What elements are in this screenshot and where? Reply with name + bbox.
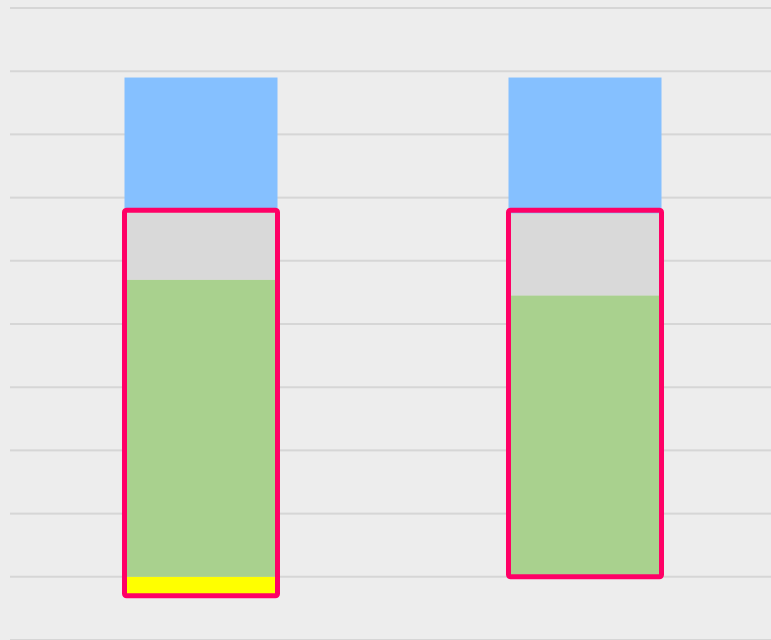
bars bbox=[124, 77, 662, 596]
highlight-outlines bbox=[122, 207, 664, 599]
highlight-outline bbox=[506, 207, 664, 580]
bar-segment bbox=[124, 77, 278, 211]
bar-segment bbox=[124, 210, 278, 280]
bar-segment bbox=[124, 576, 278, 596]
bar-segment bbox=[508, 295, 662, 577]
bar-segment bbox=[124, 279, 278, 577]
bar-segment bbox=[508, 213, 662, 296]
bar-segment bbox=[508, 77, 662, 214]
highlight-outline bbox=[122, 207, 280, 599]
